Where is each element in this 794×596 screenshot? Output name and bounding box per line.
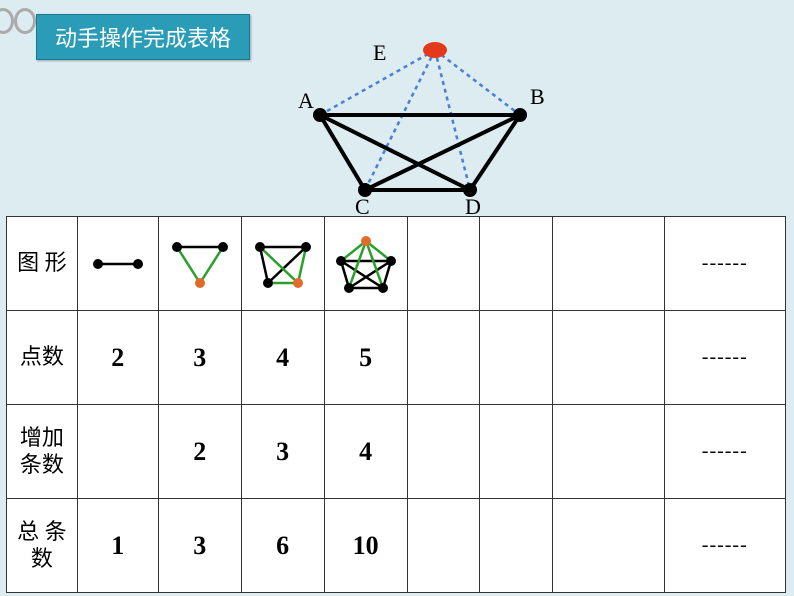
label-e: E bbox=[373, 40, 386, 66]
cell-graph-3 bbox=[158, 217, 241, 311]
label-a: A bbox=[298, 88, 314, 114]
cell: 10 bbox=[324, 499, 407, 593]
label-b: B bbox=[530, 84, 545, 110]
cell: 1 bbox=[77, 499, 158, 593]
row-shapes: 图 形 ------ bbox=[7, 217, 786, 311]
cell bbox=[407, 499, 480, 593]
cell: ------ bbox=[664, 311, 785, 405]
cell bbox=[480, 311, 553, 405]
cell-empty bbox=[480, 217, 553, 311]
cell: 4 bbox=[241, 311, 324, 405]
cell-graph-5 bbox=[324, 217, 407, 311]
cell: ------ bbox=[664, 499, 785, 593]
cell: ------ bbox=[664, 405, 785, 499]
cell bbox=[407, 405, 480, 499]
cell: 4 bbox=[324, 405, 407, 499]
cell bbox=[77, 405, 158, 499]
cell: 5 bbox=[324, 311, 407, 405]
header-points: 点数 bbox=[7, 311, 78, 405]
cell: 2 bbox=[158, 405, 241, 499]
row-total: 总 条数 13610 ------ bbox=[7, 499, 786, 593]
cell bbox=[480, 405, 553, 499]
cell-graph-2 bbox=[77, 217, 158, 311]
main-diagram: A B C D E bbox=[280, 30, 580, 220]
row-added: 增加 条数 234 ------ bbox=[7, 405, 786, 499]
cell-graph-4 bbox=[241, 217, 324, 311]
page-title: 动手操作完成表格 bbox=[36, 14, 250, 60]
cell: 3 bbox=[241, 405, 324, 499]
header-shapes: 图 形 bbox=[7, 217, 78, 311]
cell: 6 bbox=[241, 499, 324, 593]
row-points: 点数 2345 ------ bbox=[7, 311, 786, 405]
cell-empty bbox=[553, 217, 664, 311]
cell bbox=[553, 405, 664, 499]
cell: 3 bbox=[158, 311, 241, 405]
cell bbox=[553, 499, 664, 593]
cell: 3 bbox=[158, 499, 241, 593]
cell bbox=[407, 311, 480, 405]
header-added: 增加 条数 bbox=[7, 405, 78, 499]
cell-empty bbox=[407, 217, 480, 311]
data-table: 图 形 ------ 点数 2345 ------ 增加 条数 234 ------… bbox=[6, 216, 786, 593]
header-total: 总 条数 bbox=[7, 499, 78, 593]
cell bbox=[480, 499, 553, 593]
cell bbox=[553, 311, 664, 405]
cell: 2 bbox=[77, 311, 158, 405]
cell-dashes: ------ bbox=[664, 217, 785, 311]
